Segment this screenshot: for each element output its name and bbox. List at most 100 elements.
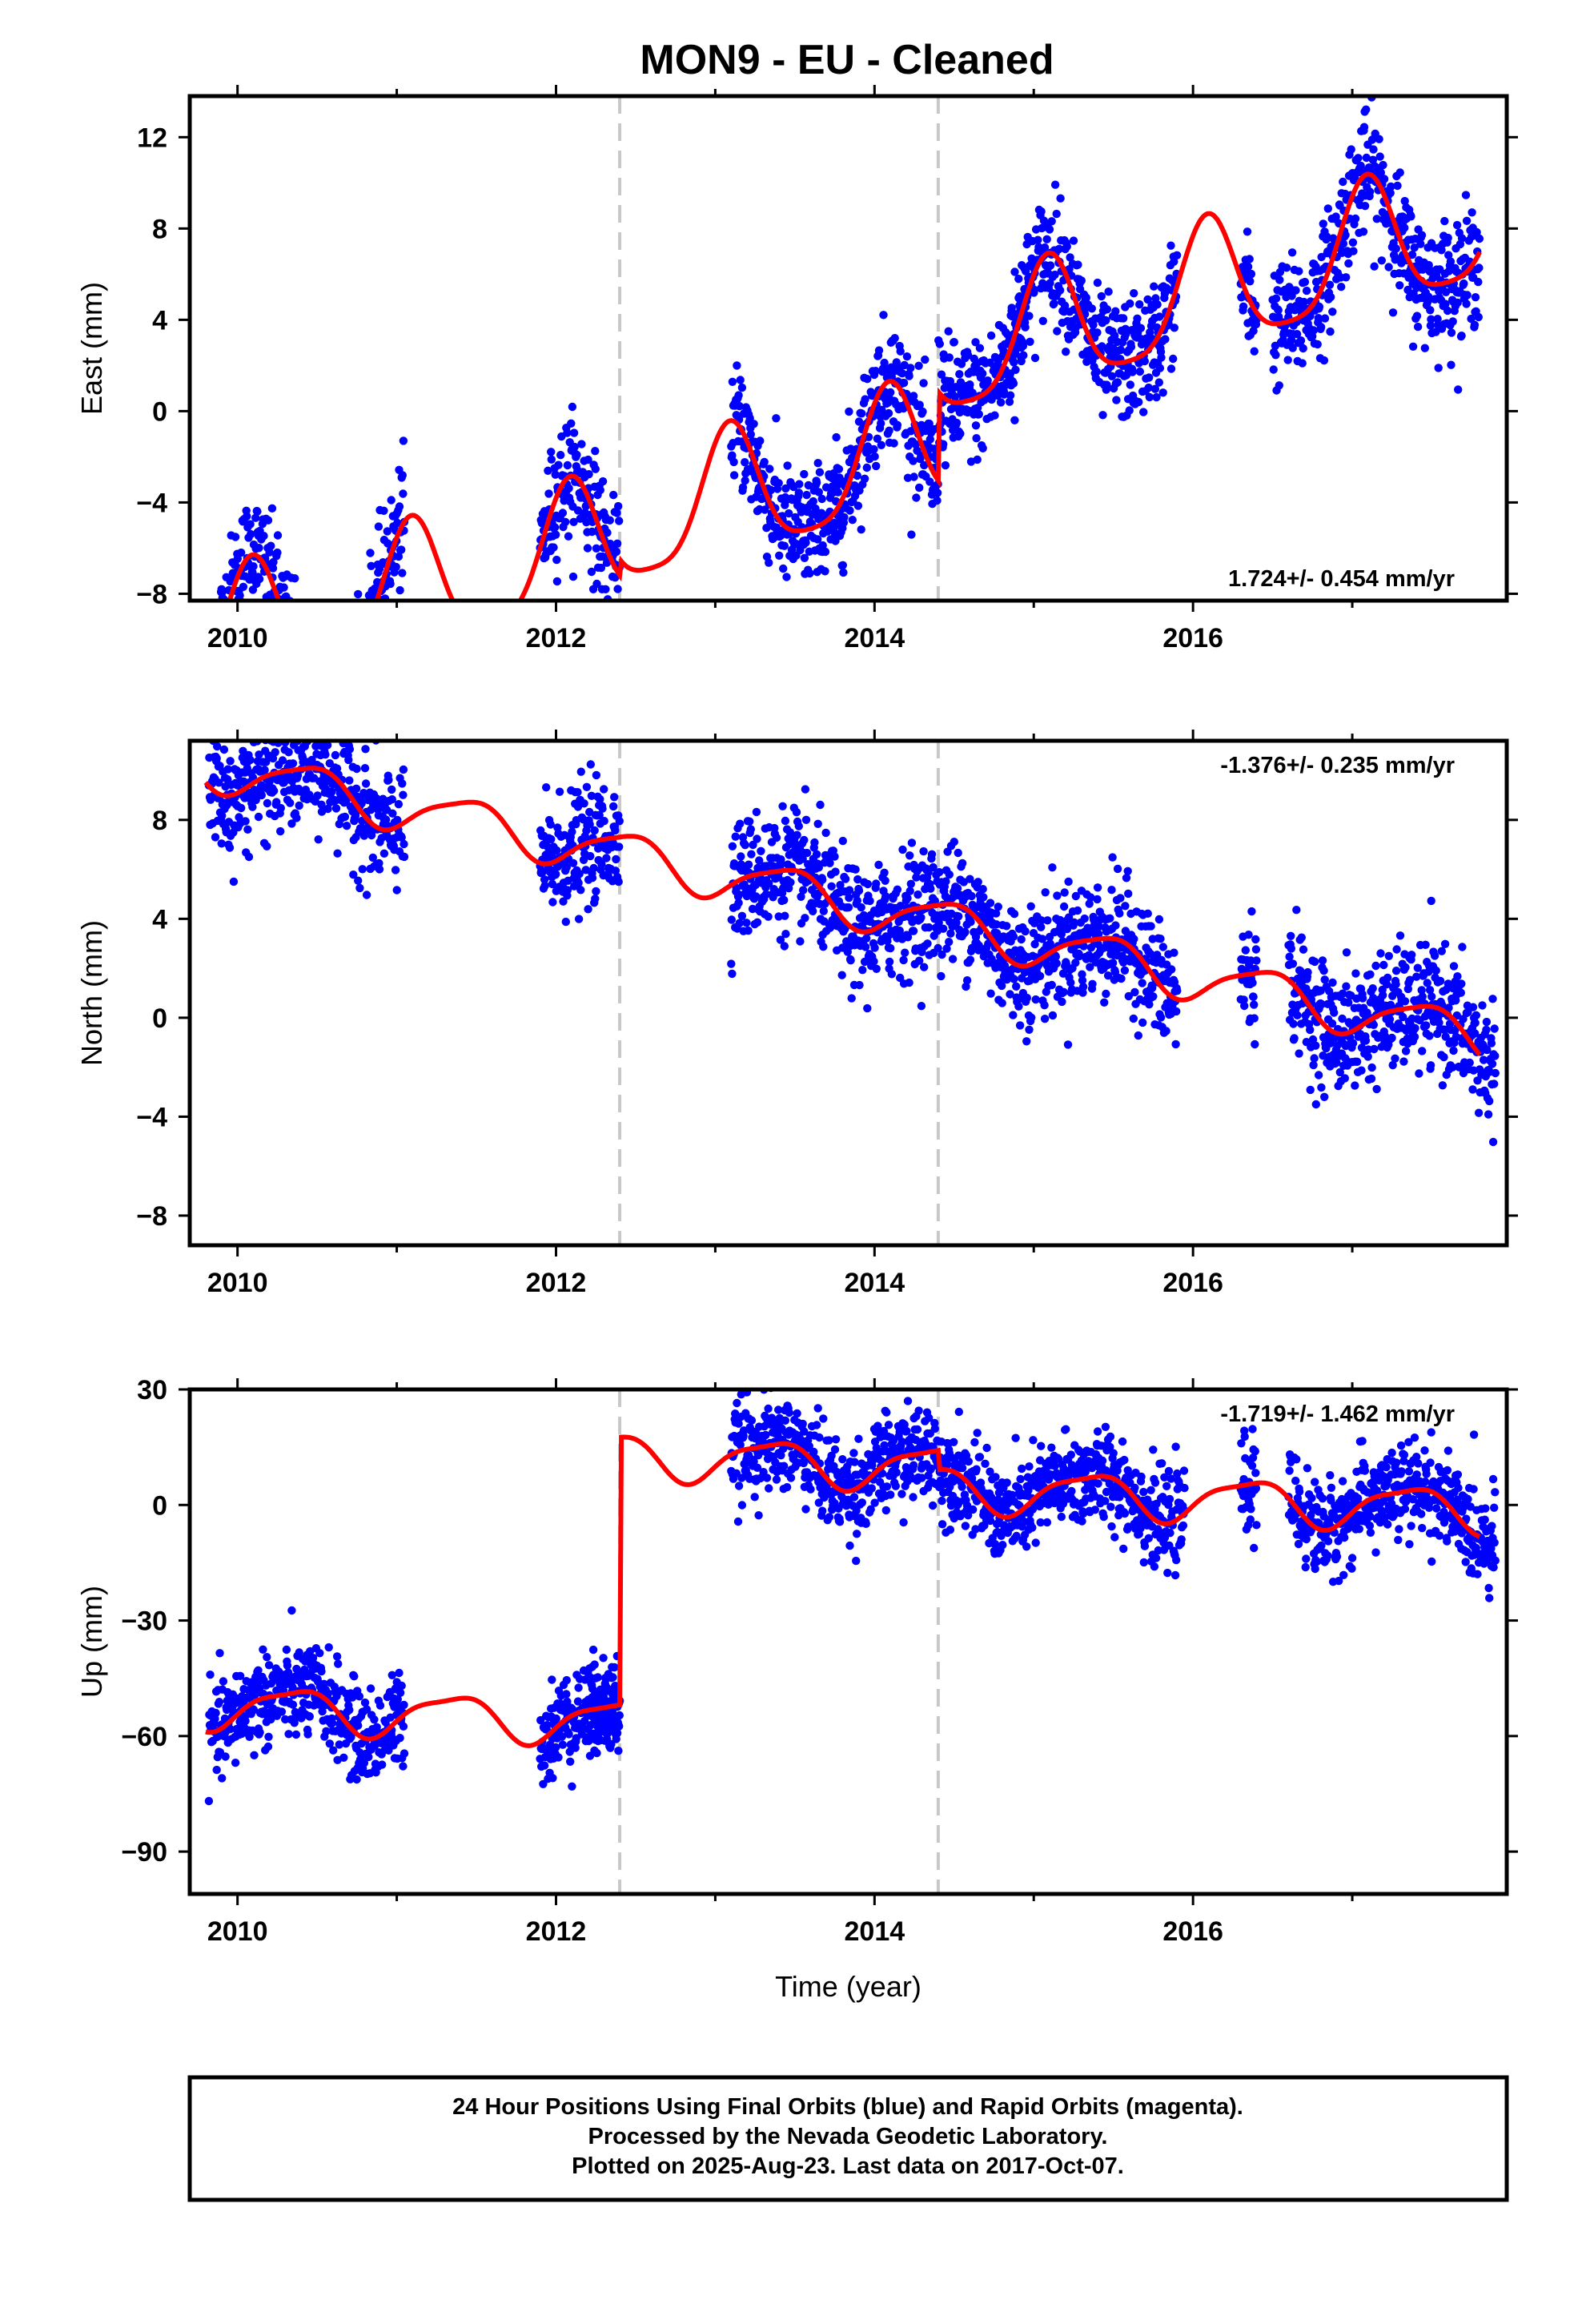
data-point (1375, 135, 1383, 143)
data-point (890, 334, 899, 343)
data-point (299, 634, 307, 642)
data-point (909, 472, 918, 481)
data-point (757, 846, 765, 856)
data-point (880, 868, 889, 878)
data-point (325, 643, 333, 651)
data-point (1340, 1074, 1350, 1083)
data-point (914, 361, 923, 370)
data-point (865, 896, 874, 906)
data-point (306, 700, 314, 708)
data-point (1407, 250, 1417, 259)
data-point (1348, 238, 1358, 247)
data-point (317, 696, 325, 704)
data-point (360, 609, 368, 617)
data-point (1434, 364, 1443, 372)
data-point (973, 455, 982, 464)
data-point (400, 852, 409, 862)
data-point (554, 460, 563, 469)
data-point (368, 604, 376, 612)
data-point (734, 899, 743, 907)
data-point (356, 635, 364, 643)
data-point (1474, 277, 1483, 287)
data-point (1133, 314, 1142, 323)
data-point (1102, 305, 1112, 314)
data-point (1347, 145, 1355, 154)
data-point (1468, 1085, 1477, 1094)
data-point (306, 682, 314, 690)
data-point (295, 1648, 303, 1657)
data-point (339, 656, 347, 664)
data-point (288, 644, 296, 652)
data-point (274, 613, 282, 621)
data-point (1320, 1092, 1329, 1102)
data-point (376, 645, 384, 653)
data-point (276, 826, 285, 836)
data-point (354, 589, 363, 599)
data-point (1296, 336, 1306, 345)
data-point (1075, 951, 1084, 961)
data-point (212, 1765, 221, 1775)
data-point (1314, 1071, 1323, 1080)
data-point (1338, 1014, 1347, 1023)
data-point (301, 661, 309, 669)
data-point (571, 1743, 580, 1752)
data-point (780, 895, 789, 905)
data-point (221, 690, 229, 698)
data-point (1311, 1100, 1321, 1109)
data-point (958, 858, 967, 868)
data-point (586, 760, 595, 769)
data-point (801, 815, 811, 824)
data-point (1368, 155, 1378, 164)
data-point (1171, 1039, 1180, 1049)
data-point (384, 605, 392, 613)
data-point (1446, 257, 1456, 266)
data-point (1454, 385, 1463, 394)
data-point (548, 1675, 556, 1684)
data-point (874, 346, 884, 355)
y-tick-label: 8 (152, 806, 167, 836)
data-point (1443, 233, 1452, 243)
data-point (1379, 175, 1389, 183)
data-point (1319, 1051, 1327, 1060)
data-point (1468, 1003, 1478, 1011)
data-point (1064, 877, 1073, 887)
data-point (596, 794, 604, 804)
data-point (311, 630, 319, 638)
data-point (1138, 1018, 1147, 1027)
data-point (929, 862, 938, 872)
data-point (848, 516, 857, 525)
data-point (986, 899, 995, 907)
data-point (614, 501, 623, 511)
data-point (1472, 1011, 1481, 1020)
data-point (1112, 396, 1121, 404)
data-point (1487, 1039, 1496, 1047)
data-point (741, 458, 749, 467)
data-point (248, 802, 257, 811)
data-point (383, 527, 391, 536)
data-point (399, 489, 408, 498)
data-point (219, 1677, 228, 1686)
data-point (950, 838, 959, 846)
data-point (592, 887, 600, 896)
data-point (1006, 990, 1014, 999)
data-point (801, 538, 810, 547)
data-point (966, 875, 974, 883)
data-point (918, 407, 927, 416)
data-point (1344, 259, 1353, 268)
data-point (853, 471, 862, 480)
data-point (991, 909, 1001, 918)
data-point (1251, 1039, 1259, 1049)
data-point (827, 882, 836, 891)
data-point (1102, 316, 1110, 325)
data-point (1465, 1058, 1474, 1068)
data-point (1363, 1052, 1372, 1061)
data-point (742, 919, 751, 927)
data-point (907, 530, 916, 539)
data-point (1048, 1011, 1058, 1020)
data-point (206, 1671, 215, 1679)
data-point (1288, 959, 1298, 968)
data-point (363, 665, 371, 673)
data-point (746, 430, 755, 439)
data-point (782, 573, 791, 581)
data-point (547, 834, 556, 844)
